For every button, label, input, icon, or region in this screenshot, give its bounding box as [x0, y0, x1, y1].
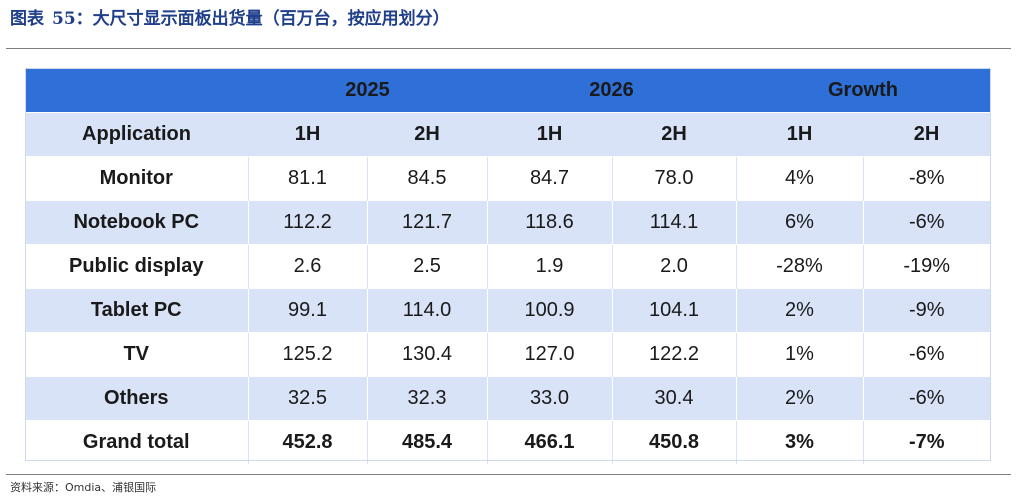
bottom-rule: [6, 474, 1011, 475]
row-label: Grand total: [25, 420, 248, 464]
table-row: Others 32.5 32.3 33.0 30.4 2% -6%: [25, 376, 990, 421]
top-rule: [6, 48, 1011, 49]
table-cell: 81.1: [247, 156, 367, 201]
table-cell: -6%: [862, 332, 990, 377]
column-header: 1H: [248, 112, 367, 157]
table-cell: 32.3: [366, 376, 487, 421]
column-header: 2H: [367, 112, 487, 157]
table-cell: 466.1: [486, 420, 612, 464]
column-header: 2H: [863, 112, 990, 157]
row-label: Others: [25, 376, 248, 421]
table-cell: 4%: [735, 156, 863, 201]
table-cell: 2.6: [247, 244, 367, 289]
figure-title: 图表 55：大尺寸显示面板出货量（百万台，按应用划分）: [10, 6, 450, 32]
table-cell: 485.4: [366, 420, 487, 464]
source-note: 资料来源：Omdia、浦银国际: [10, 481, 157, 494]
column-header: Application: [25, 112, 248, 157]
table-cell: 100.9: [486, 288, 612, 333]
table-cell: 6%: [735, 200, 863, 245]
table-cell: 30.4: [611, 376, 736, 421]
year-header-row: 2025 2026 Growth: [25, 68, 990, 113]
column-header: 2H: [612, 112, 736, 157]
table-row: Public display 2.6 2.5 1.9 2.0 -28% -19%: [25, 244, 990, 289]
row-label: Monitor: [25, 156, 248, 201]
shipment-table: 2025 2026 Growth Application 1H 2H 1H 2H…: [25, 68, 990, 464]
figure-number: 55：: [52, 9, 93, 29]
table-cell: -8%: [862, 156, 990, 201]
table-cell: 84.7: [486, 156, 612, 201]
table-cell: 114.1: [611, 200, 736, 245]
table-cell: 2%: [735, 376, 863, 421]
group-header-blank: [25, 68, 248, 113]
table-cell: 78.0: [611, 156, 736, 201]
table-row: Tablet PC 99.1 114.0 100.9 104.1 2% -9%: [25, 288, 990, 333]
table-cell: 1%: [735, 332, 863, 377]
table-cell: -6%: [862, 376, 990, 421]
row-label: Notebook PC: [25, 200, 248, 245]
row-label: TV: [25, 332, 248, 377]
table-cell: -7%: [862, 420, 990, 464]
table-row-total: Grand total 452.8 485.4 466.1 450.8 3% -…: [25, 420, 990, 464]
table-cell: 1.9: [486, 244, 612, 289]
table-cell: 125.2: [247, 332, 367, 377]
group-header-2025: 2025: [248, 68, 487, 113]
table-cell: 121.7: [366, 200, 487, 245]
table-cell: 452.8: [247, 420, 367, 464]
table-cell: 104.1: [611, 288, 736, 333]
figure-title-text: 大尺寸显示面板出货量（百万台，按应用划分）: [92, 9, 450, 29]
column-header: 1H: [736, 112, 863, 157]
table-cell: 32.5: [247, 376, 367, 421]
table-cell: 84.5: [366, 156, 487, 201]
table-cell: -9%: [862, 288, 990, 333]
table-cell: 114.0: [366, 288, 487, 333]
column-header: 1H: [487, 112, 612, 157]
row-label: Public display: [25, 244, 248, 289]
table-cell: 2%: [735, 288, 863, 333]
table-row: Notebook PC 112.2 121.7 118.6 114.1 6% -…: [25, 200, 990, 245]
table-cell: 127.0: [486, 332, 612, 377]
table-cell: 112.2: [247, 200, 367, 245]
table-cell: -6%: [862, 200, 990, 245]
table-row: TV 125.2 130.4 127.0 122.2 1% -6%: [25, 332, 990, 377]
sub-header-row: Application 1H 2H 1H 2H 1H 2H: [25, 112, 990, 157]
table-cell: -19%: [862, 244, 990, 289]
row-label: Tablet PC: [25, 288, 248, 333]
table-cell: 130.4: [366, 332, 487, 377]
table-cell: 122.2: [611, 332, 736, 377]
table-cell: -28%: [735, 244, 863, 289]
table-cell: 2.5: [366, 244, 487, 289]
table-cell: 3%: [735, 420, 863, 464]
table-cell: 33.0: [486, 376, 612, 421]
figure-label: 图表: [10, 9, 44, 29]
table-cell: 99.1: [247, 288, 367, 333]
table-cell: 2.0: [611, 244, 736, 289]
group-header-2026: 2026: [487, 68, 736, 113]
table-cell: 450.8: [611, 420, 736, 464]
group-header-growth: Growth: [736, 68, 990, 113]
table-row: Monitor 81.1 84.5 84.7 78.0 4% -8%: [25, 156, 990, 201]
table-cell: 118.6: [486, 200, 612, 245]
